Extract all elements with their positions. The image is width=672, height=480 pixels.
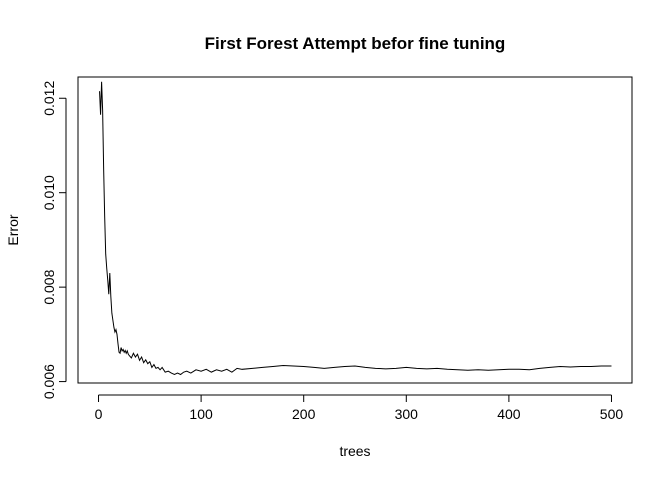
x-tick-label: 100 [189, 406, 213, 422]
x-tick-label: 300 [395, 406, 419, 422]
x-tick-label: 0 [95, 406, 103, 422]
chart-title: First Forest Attempt befor fine tuning [205, 34, 506, 53]
y-tick-label: 0.008 [41, 269, 57, 304]
x-tick-label: 400 [497, 406, 521, 422]
y-tick-label: 0.010 [41, 175, 57, 210]
y-tick-label: 0.012 [41, 81, 57, 116]
x-axis-label: trees [339, 443, 370, 459]
y-axis: 0.006 0.008 0.010 0.012 [41, 81, 67, 399]
plot-frame [77, 76, 633, 384]
y-tick-label: 0.006 [41, 364, 57, 399]
error-line [99, 81, 612, 376]
x-tick-label: 500 [600, 406, 624, 422]
x-tick-label: 200 [292, 406, 316, 422]
y-axis-label: Error [5, 214, 21, 245]
x-axis: 0 100 200 300 400 500 [95, 394, 624, 422]
